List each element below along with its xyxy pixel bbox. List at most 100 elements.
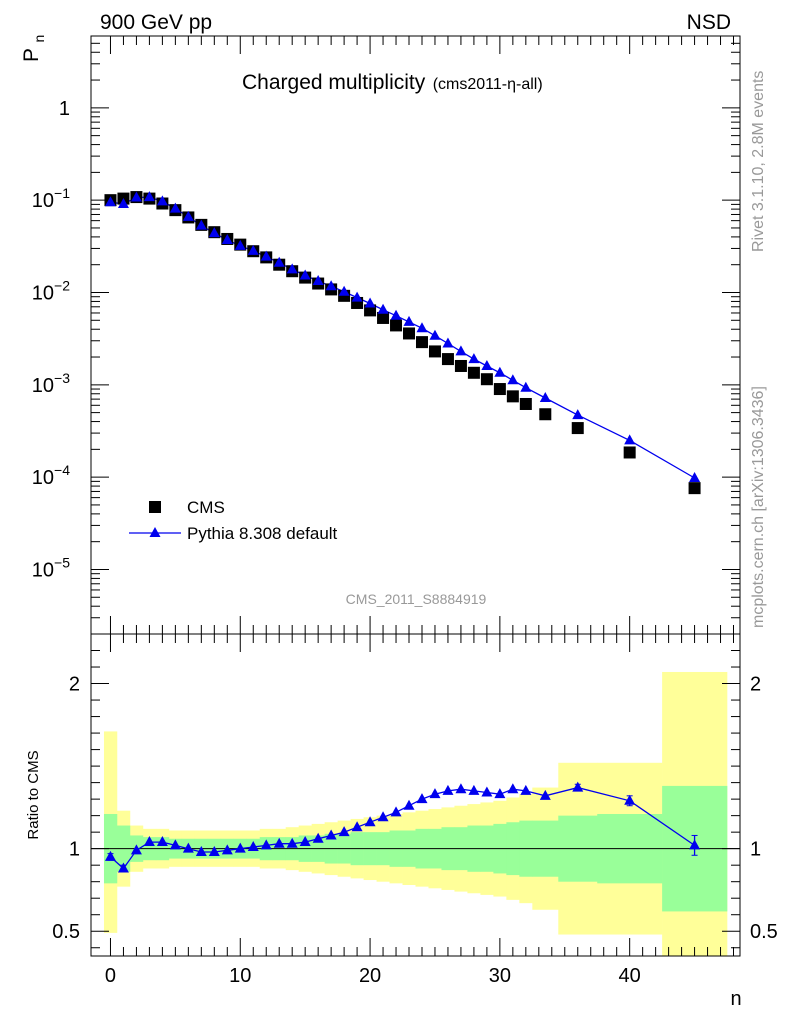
cms-point — [571, 422, 584, 435]
y-axis-label-top-sub: n — [31, 35, 47, 43]
ratio-point — [234, 842, 246, 853]
pythia-point — [442, 337, 454, 348]
ratio-point — [312, 832, 324, 843]
main-panel: 10−510−410−310−210−11 Charged multiplici… — [20, 35, 741, 635]
ratio-point — [390, 806, 402, 817]
ratio-y-tick-label: 2 — [69, 674, 80, 696]
pythia-series-line — [110, 196, 695, 479]
header-right-label: NSD — [687, 11, 731, 34]
legend-pythia-label: Pythia 8.308 default — [187, 524, 338, 543]
pythia-point — [273, 256, 285, 267]
pythia-point — [572, 409, 584, 420]
ratio-point — [247, 841, 259, 852]
ratio-point — [416, 793, 428, 804]
pythia-point — [338, 285, 350, 296]
ratio-point — [221, 844, 233, 855]
ratio-y-tick-label: 1 — [69, 839, 80, 861]
pythia-point — [156, 195, 168, 206]
ratio-point — [539, 789, 551, 800]
main-y-tick-label: 10−4 — [32, 462, 70, 489]
legend-pythia-marker — [149, 527, 161, 537]
pythia-point — [325, 280, 337, 291]
rivet-version-label: Rivet 3.1.10, 2.8M events — [750, 71, 767, 252]
pythia-point — [377, 303, 389, 314]
ratio-point — [260, 839, 272, 850]
pythia-point — [182, 210, 194, 221]
ratio-point — [507, 783, 519, 794]
ratio-point — [429, 788, 441, 799]
main-y-tick-label-exp: −1 — [54, 185, 70, 201]
ratio-y-tick-label-right: 0.5 — [750, 921, 778, 943]
pythia-point — [481, 359, 493, 370]
main-x-ticks — [109, 36, 735, 634]
main-y-tick-label-base: 10 — [32, 559, 54, 581]
chart-watermark: CMS_2011_S8884919 — [346, 591, 487, 607]
pythia-point — [390, 309, 402, 320]
pythia-series-points — [104, 191, 701, 482]
ratio-x-tick-label: 10 — [229, 965, 251, 987]
pythia-point — [234, 239, 246, 250]
ratio-point — [143, 836, 155, 847]
pythia-point — [208, 227, 220, 238]
y-axis-label-top: P n — [20, 35, 47, 62]
pythia-point — [130, 191, 142, 202]
cms-point — [415, 336, 428, 349]
ratio-point — [286, 837, 298, 848]
x-axis-label: n — [730, 988, 741, 1010]
pythia-point — [286, 263, 298, 274]
cms-point — [390, 319, 403, 332]
ratio-point — [117, 862, 129, 873]
cms-point — [454, 359, 467, 372]
ratio-series-points — [104, 781, 701, 873]
ratio-y-ticks: 0.5 0.5 1 1 2 2 — [52, 650, 778, 949]
y-axis-label-bottom: Ratio to CMS — [25, 750, 42, 839]
main-y-tick-label-base: 10 — [32, 375, 54, 397]
ratio-point — [442, 784, 454, 795]
pythia-point — [169, 202, 181, 213]
pythia-point — [143, 191, 155, 202]
cms-point — [428, 345, 441, 358]
main-y-tick-label: 10−2 — [32, 277, 70, 304]
pythia-point — [403, 315, 415, 326]
ratio-point — [182, 842, 194, 853]
cms-point — [506, 390, 519, 403]
ratio-point — [481, 786, 493, 797]
ratio-x-tick-label: 40 — [619, 965, 641, 987]
ratio-point — [377, 811, 389, 822]
legend: CMS Pythia 8.308 default — [129, 498, 338, 543]
ratio-point — [624, 794, 636, 805]
ratio-panel: 0.5 0.5 1 1 2 2 0 10 20 30 40 Ratio to CMS n — [25, 633, 778, 1010]
pythia-point — [364, 297, 376, 308]
pythia-point — [689, 471, 701, 482]
pythia-point — [351, 291, 363, 302]
ratio-point — [169, 839, 181, 850]
main-y-tick-label: 10−5 — [32, 554, 70, 581]
ratio-point — [689, 839, 701, 850]
ratio-point — [572, 781, 584, 792]
cms-point — [467, 366, 480, 379]
ratio-x-ticks: 0 10 20 30 40 — [105, 634, 735, 987]
main-y-tick-label: 10−1 — [32, 185, 70, 212]
ratio-point — [520, 784, 532, 795]
pythia-point — [416, 322, 428, 333]
cms-point — [623, 446, 636, 459]
cms-point — [403, 327, 416, 340]
ratio-point — [156, 836, 168, 847]
pythia-point — [507, 374, 519, 385]
main-panel-frame — [90, 35, 741, 635]
cms-point — [377, 311, 390, 324]
ratio-point — [104, 850, 116, 861]
ratio-y-tick-label: 0.5 — [52, 921, 80, 943]
ratio-y-tick-label-right: 2 — [750, 674, 761, 696]
pythia-point — [455, 345, 467, 356]
cms-point — [688, 482, 701, 495]
ratio-point — [299, 836, 311, 847]
pythia-point — [117, 197, 129, 208]
pythia-point — [624, 434, 636, 445]
pythia-point — [520, 381, 532, 392]
main-y-tick-label-exp: −5 — [54, 554, 70, 570]
pythia-point — [299, 269, 311, 280]
chart-title: Charged multiplicity (cms2011-η-all) — [242, 71, 543, 94]
cms-point — [519, 397, 532, 410]
pythia-point — [260, 250, 272, 261]
